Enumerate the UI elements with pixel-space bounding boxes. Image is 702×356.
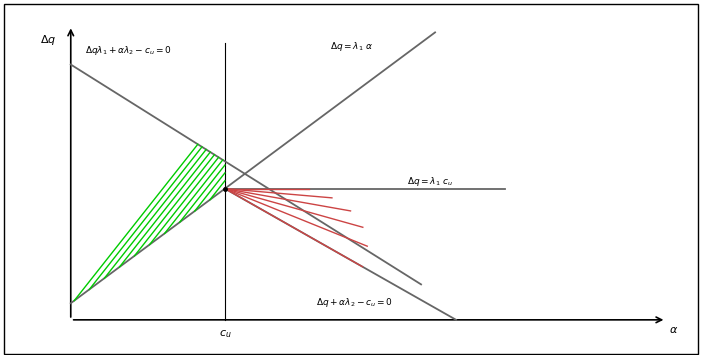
Text: $\Delta q = \lambda_1\ c_u$: $\Delta q = \lambda_1\ c_u$: [407, 175, 453, 188]
Text: $\Delta q\lambda_1 + \alpha\lambda_2 - c_u = 0$: $\Delta q\lambda_1 + \alpha\lambda_2 - c…: [85, 44, 171, 57]
Text: $\alpha$: $\alpha$: [669, 325, 678, 335]
Text: $\Delta q$: $\Delta q$: [41, 33, 57, 47]
Text: $\Delta q + \alpha\lambda_2 - c_u = 0$: $\Delta q + \alpha\lambda_2 - c_u = 0$: [316, 295, 393, 309]
Text: $\Delta q = \lambda_1\ \alpha$: $\Delta q = \lambda_1\ \alpha$: [330, 40, 373, 53]
Text: $c_u$: $c_u$: [218, 328, 231, 340]
